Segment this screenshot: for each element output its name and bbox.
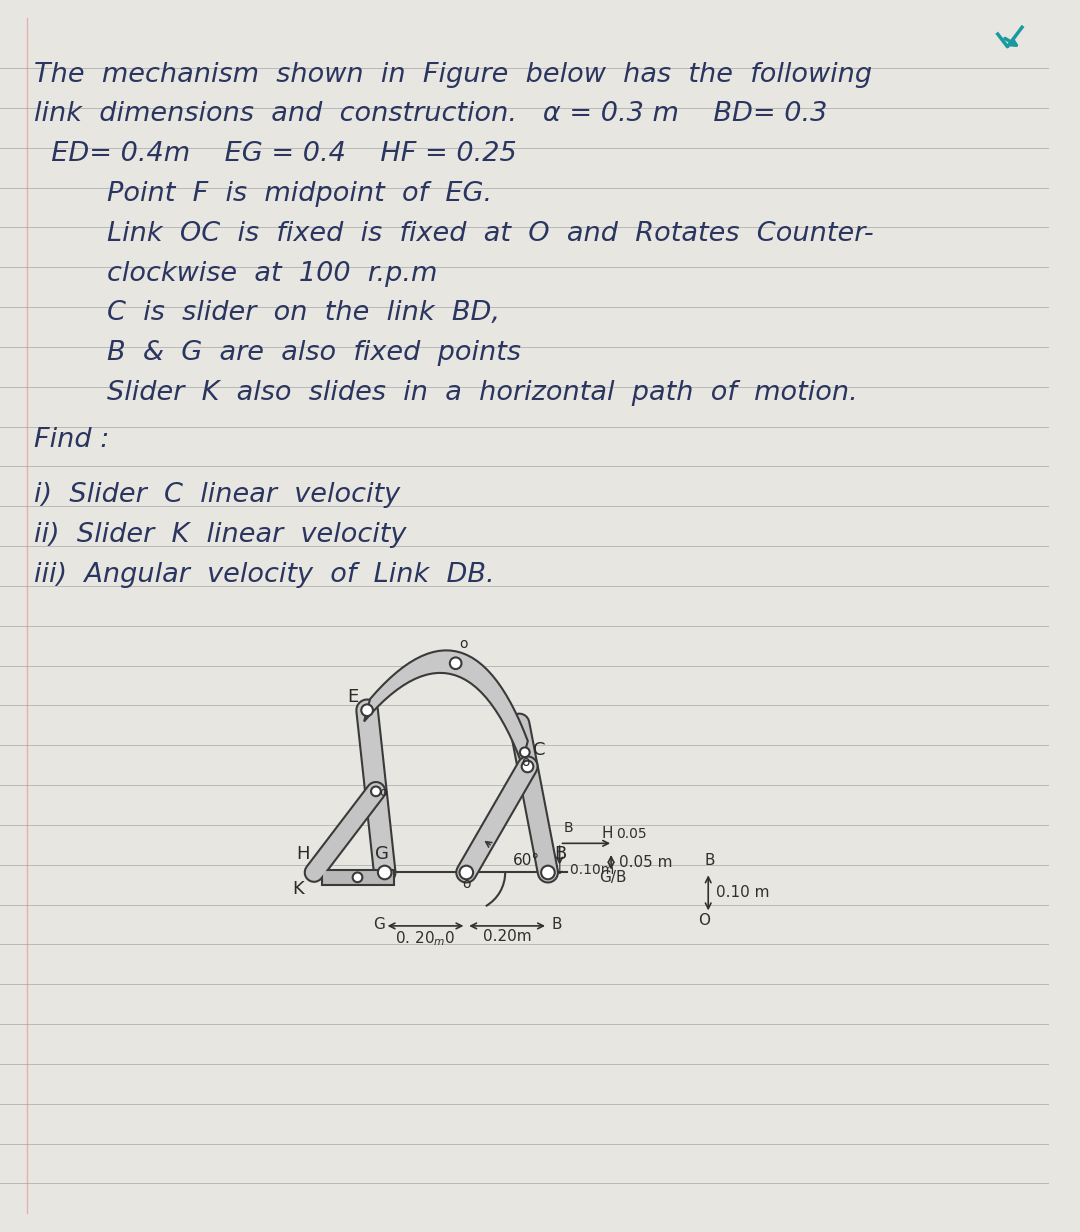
Text: H: H — [297, 845, 310, 862]
Circle shape — [450, 658, 461, 669]
Text: G: G — [375, 845, 389, 862]
Text: B  &  G  are  also  fixed  points: B & G are also fixed points — [107, 340, 521, 366]
Text: o: o — [460, 637, 468, 650]
Text: ED= 0.4m    EG = 0.4    HF = 0.25: ED= 0.4m EG = 0.4 HF = 0.25 — [33, 142, 516, 168]
Text: 0. 20$_{m}$0: 0. 20$_{m}$0 — [395, 929, 456, 947]
Text: B: B — [564, 821, 573, 834]
Circle shape — [522, 760, 534, 772]
Text: o: o — [521, 755, 529, 769]
Circle shape — [362, 705, 373, 716]
Circle shape — [372, 786, 381, 796]
Text: 0.05 m: 0.05 m — [619, 855, 673, 870]
Text: The  mechanism  shown  in  Figure  below  has  the  following: The mechanism shown in Figure below has … — [33, 62, 873, 87]
Text: Link  OC  is  fixed  is  fixed  at  O  and  Rotates  Counter-: Link OC is fixed is fixed at O and Rotat… — [107, 221, 874, 246]
Text: clockwise  at  100  r.p.m: clockwise at 100 r.p.m — [107, 261, 437, 287]
Text: 0.05: 0.05 — [616, 828, 647, 841]
Polygon shape — [364, 650, 528, 764]
Text: K: K — [293, 880, 305, 898]
Text: 60°: 60° — [513, 853, 540, 867]
Circle shape — [378, 866, 392, 880]
Text: O: O — [699, 913, 711, 928]
Text: ↓ 0.10m: ↓ 0.10m — [554, 864, 615, 877]
Text: C  is  slider  on  the  link  BD,: C is slider on the link BD, — [107, 301, 500, 326]
Text: B: B — [552, 917, 563, 931]
FancyBboxPatch shape — [322, 870, 394, 885]
Circle shape — [541, 866, 555, 880]
Text: 0.10 m: 0.10 m — [716, 886, 769, 901]
Text: iii)  Angular  velocity  of  Link  DB.: iii) Angular velocity of Link DB. — [33, 562, 495, 588]
Text: 0.20m: 0.20m — [483, 929, 531, 944]
Text: G/B: G/B — [599, 870, 626, 886]
Text: o: o — [379, 786, 387, 800]
Circle shape — [353, 872, 363, 882]
Text: E: E — [348, 689, 359, 706]
Text: link  dimensions  and  construction.   α = 0.3 m    BD= 0.3: link dimensions and construction. α = 0.… — [33, 101, 827, 127]
Text: Find :: Find : — [33, 426, 109, 453]
Text: Point  F  is  midpoint  of  EG.: Point F is midpoint of EG. — [107, 181, 492, 207]
Text: o: o — [462, 877, 471, 891]
Text: B: B — [554, 845, 566, 862]
Circle shape — [519, 748, 529, 758]
Text: H: H — [602, 827, 613, 841]
Text: G: G — [373, 917, 384, 931]
Text: B: B — [704, 853, 715, 867]
Text: ii)  Slider  K  linear  velocity: ii) Slider K linear velocity — [33, 522, 406, 548]
Text: Slider  K  also  slides  in  a  horizontal  path  of  motion.: Slider K also slides in a horizontal pat… — [107, 381, 858, 407]
Circle shape — [459, 866, 473, 880]
Text: i)  Slider  C  linear  velocity: i) Slider C linear velocity — [33, 482, 400, 508]
Text: C: C — [534, 740, 545, 759]
